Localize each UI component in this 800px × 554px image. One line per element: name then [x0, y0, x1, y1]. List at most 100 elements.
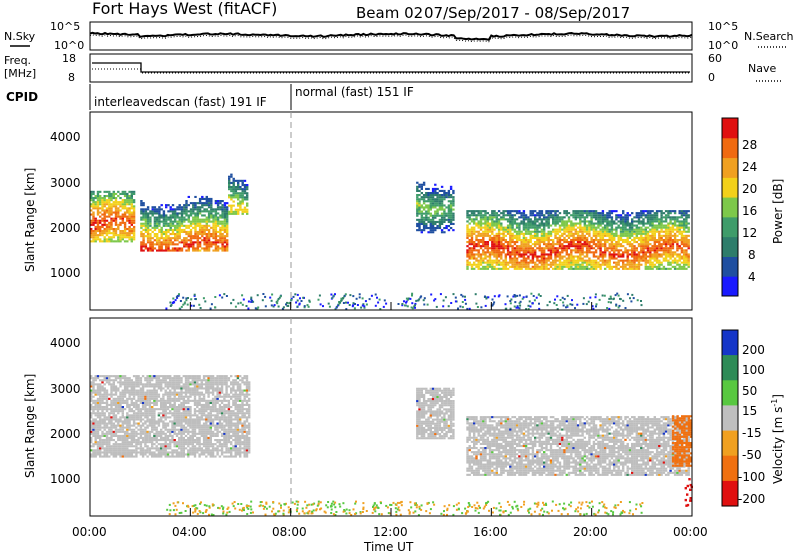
power-cell — [256, 294, 259, 297]
power-cell — [531, 302, 534, 305]
power-cell — [171, 220, 175, 223]
velocity-cell — [99, 453, 102, 456]
power-cell — [667, 239, 670, 242]
velocity-cell — [146, 439, 149, 442]
power-cell — [538, 222, 541, 225]
power-cell — [547, 243, 550, 246]
power-cell — [603, 294, 606, 297]
power-cell — [479, 224, 483, 227]
power-cell — [342, 297, 345, 299]
power-cell — [599, 255, 602, 258]
power-cell — [522, 261, 526, 264]
power-cell — [599, 222, 602, 225]
power-cell — [536, 230, 539, 233]
power-cell — [123, 221, 127, 224]
power-cell — [683, 226, 686, 229]
velocity-cell — [144, 434, 147, 437]
power-cell — [613, 220, 616, 223]
velocity-cell — [110, 416, 113, 419]
velocity-heatmap — [90, 375, 693, 517]
power-cell — [436, 192, 439, 195]
power-cell — [624, 241, 627, 244]
power-cell — [484, 257, 487, 260]
velocity-cell — [141, 441, 145, 444]
velocity-cell — [94, 399, 97, 402]
power-cell — [658, 226, 661, 229]
velocity-cell — [119, 455, 122, 458]
power-cell — [642, 236, 645, 239]
power-cell — [216, 241, 220, 244]
power-cell — [416, 206, 419, 209]
power-cell — [216, 247, 220, 250]
power-cell — [144, 220, 148, 223]
power-cell — [101, 207, 104, 210]
power-cell — [130, 219, 133, 222]
velocity-cell — [108, 408, 111, 411]
power-cell — [99, 230, 102, 233]
power-cell — [470, 241, 474, 244]
power-cell — [519, 300, 522, 303]
power-cell — [563, 239, 566, 242]
power-cell — [142, 228, 145, 231]
power-colorbar-step — [722, 118, 738, 139]
velocity-cell — [121, 389, 124, 392]
power-cell — [631, 247, 634, 250]
power-cell — [142, 208, 145, 211]
velocity-cell — [146, 399, 149, 402]
power-cell — [658, 222, 661, 225]
noise-right-tick-top: 10^5 — [708, 20, 738, 33]
power-cell — [94, 219, 97, 222]
power-cell — [585, 230, 589, 233]
power-cell — [171, 237, 175, 240]
velocity-cell — [130, 410, 133, 413]
power-cell — [214, 237, 218, 240]
power-cell — [232, 181, 235, 184]
power-cell — [599, 249, 602, 252]
power-cell — [538, 239, 541, 242]
power-cell — [491, 245, 494, 248]
power-cell — [667, 232, 670, 235]
power-cell — [662, 259, 666, 262]
velocity-cell — [123, 383, 127, 386]
power-cell — [153, 222, 157, 225]
power-cell — [599, 228, 602, 231]
power-cell — [669, 212, 672, 215]
power-cell — [574, 239, 577, 242]
power-cell — [608, 247, 611, 250]
power-cell — [549, 210, 553, 213]
power-cell — [680, 239, 684, 242]
power-cell — [658, 220, 661, 223]
power-cell — [581, 214, 584, 217]
power-cell — [198, 233, 202, 236]
power-cell — [194, 241, 197, 244]
power-cell — [610, 253, 614, 256]
power-cell — [572, 249, 575, 252]
power-cell — [493, 212, 496, 215]
power-cell — [597, 257, 600, 260]
power-cell — [447, 194, 451, 197]
power-cell — [599, 251, 602, 254]
power-cell — [633, 249, 636, 252]
power-cell — [683, 212, 686, 215]
power-cell — [473, 214, 476, 217]
power-cell — [117, 203, 120, 206]
power-cell — [434, 227, 437, 230]
power-cell — [160, 245, 163, 248]
velocity-cell — [112, 387, 115, 390]
power-cell — [622, 241, 625, 244]
velocity-cell — [126, 387, 129, 390]
power-cell — [495, 259, 498, 262]
velocity-cell — [101, 451, 104, 454]
power-cell — [212, 241, 215, 244]
power-cell — [549, 234, 553, 237]
power-cell — [637, 216, 641, 219]
power-cell — [538, 265, 541, 268]
power-cell — [604, 243, 607, 246]
power-cell — [583, 259, 586, 262]
power-cell — [617, 216, 620, 219]
velocity-cell — [135, 403, 138, 406]
power-cell — [475, 259, 478, 262]
power-cell — [482, 259, 485, 262]
power-cell — [676, 241, 679, 244]
power-cell — [447, 214, 451, 217]
